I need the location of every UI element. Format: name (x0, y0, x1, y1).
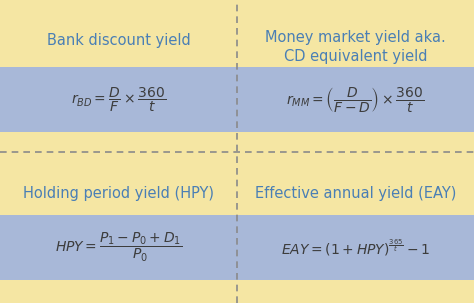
Text: $r_{BD} = \dfrac{D}{F} \times \dfrac{360}{t}$: $r_{BD} = \dfrac{D}{F} \times \dfrac{360… (71, 85, 166, 114)
Bar (0, 215, 474, 280)
Text: Money market yield aka.
CD equivalent yield: Money market yield aka. CD equivalent yi… (265, 30, 446, 64)
Text: Holding period yield (HPY): Holding period yield (HPY) (23, 186, 214, 201)
Bar (0, 67, 474, 132)
Text: Effective annual yield (EAY): Effective annual yield (EAY) (255, 186, 456, 201)
Text: $HPY = \dfrac{P_1 - P_0 + D_1}{P_0}$: $HPY = \dfrac{P_1 - P_0 + D_1}{P_0}$ (55, 231, 182, 265)
Text: $r_{MM} = \left(\dfrac{D}{F - D}\right) \times \dfrac{360}{t}$: $r_{MM} = \left(\dfrac{D}{F - D}\right) … (286, 85, 425, 114)
Text: $EAY = (1 + HPY)^{\frac{365}{t}} - 1$: $EAY = (1 + HPY)^{\frac{365}{t}} - 1$ (281, 238, 430, 258)
Text: Bank discount yield: Bank discount yield (46, 33, 191, 48)
